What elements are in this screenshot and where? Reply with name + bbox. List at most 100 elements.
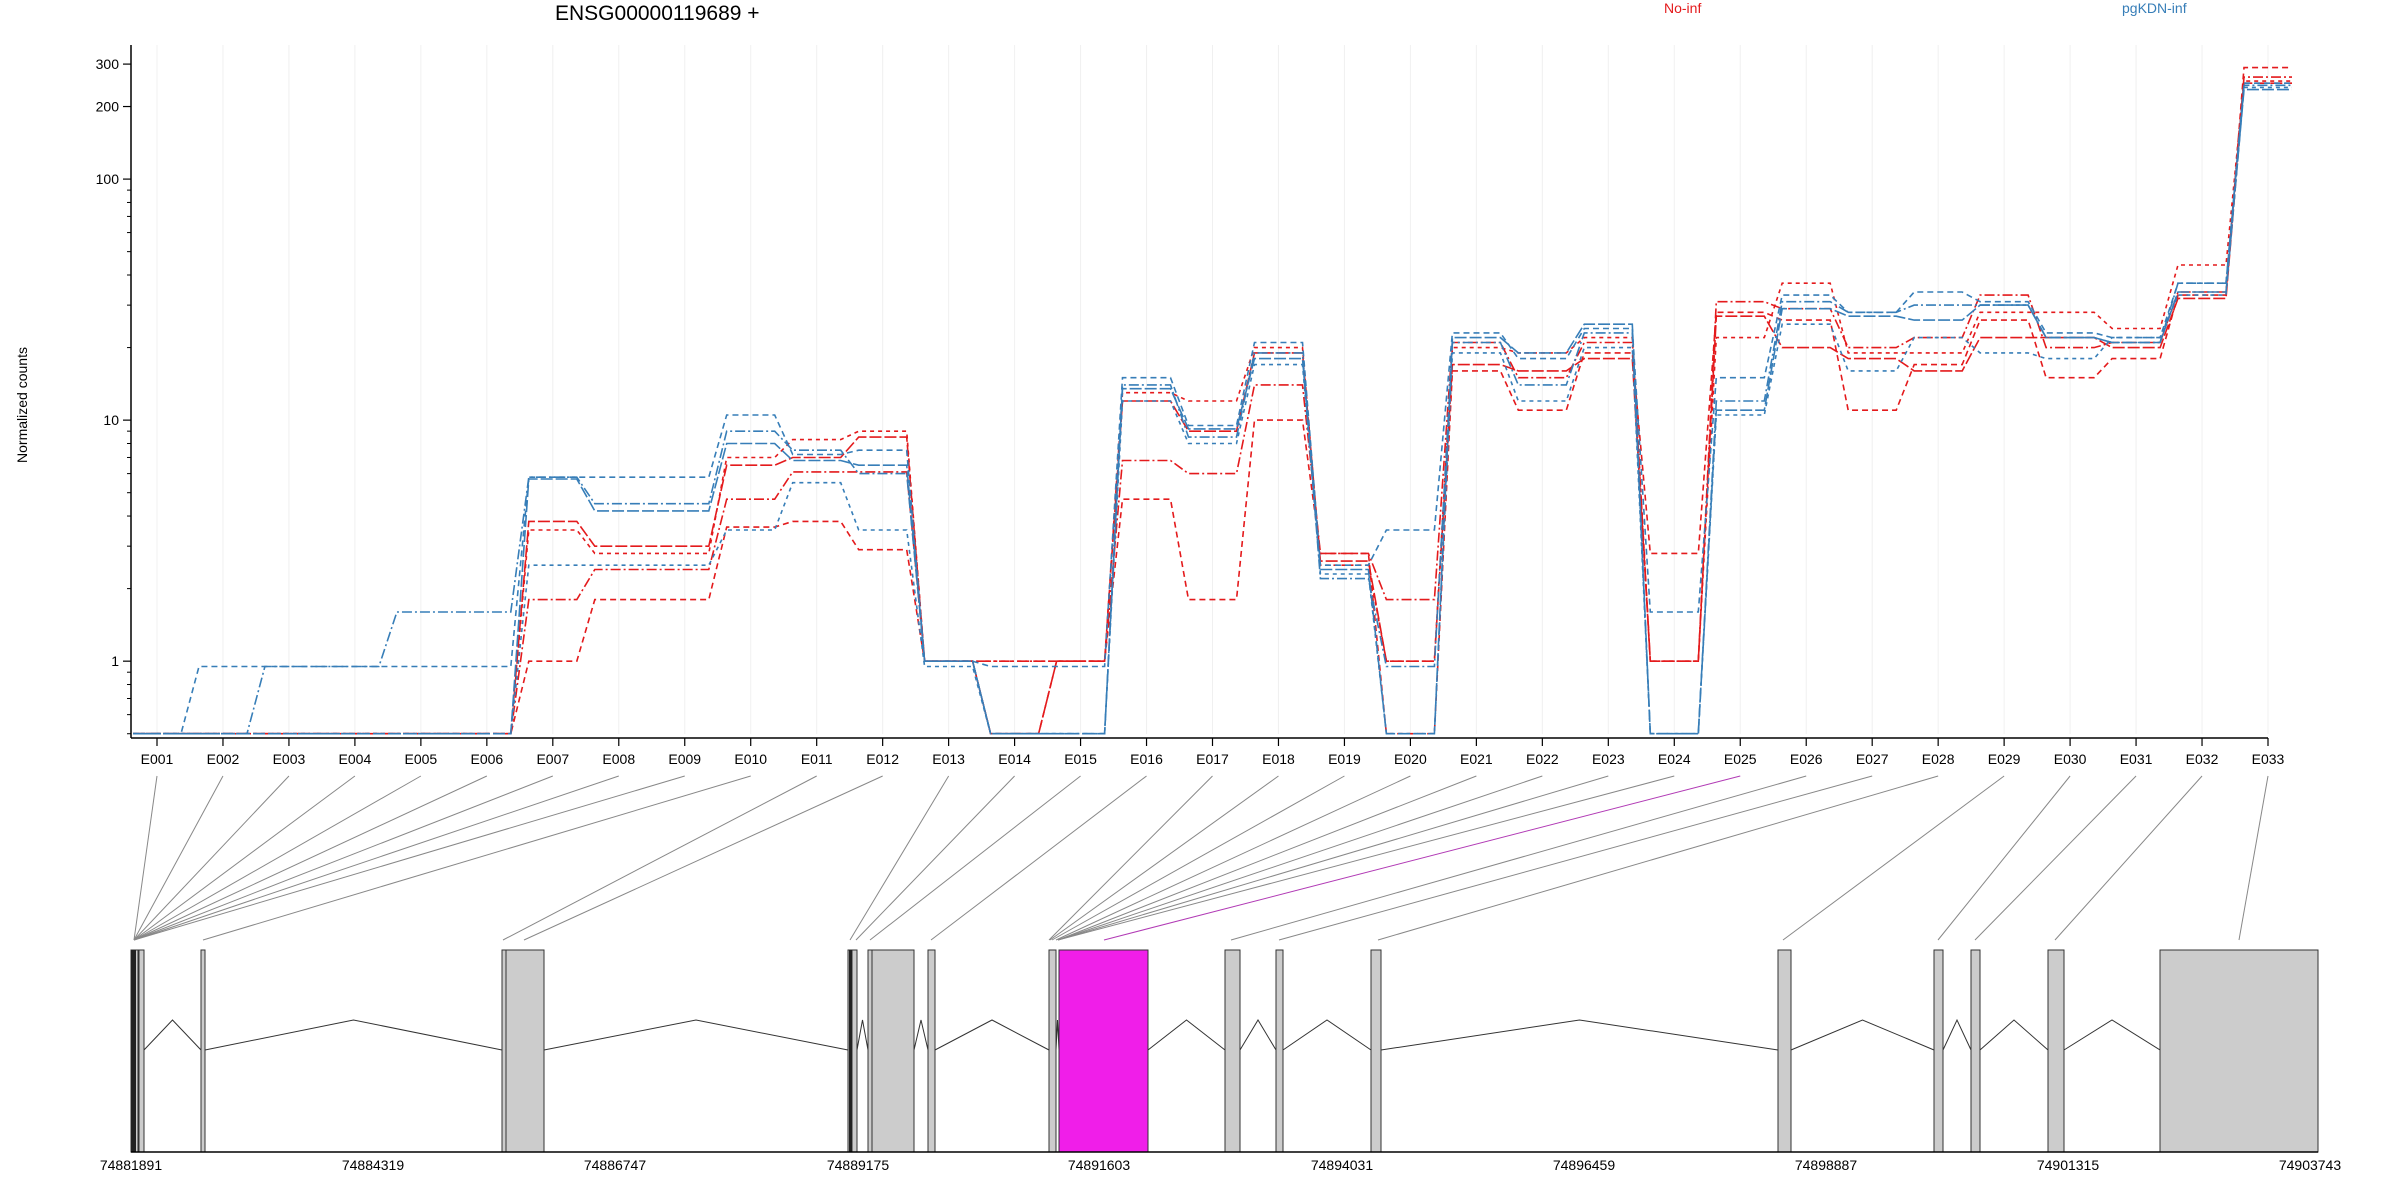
x-tick-label: E015	[1064, 751, 1097, 767]
connector-line	[1057, 775, 1543, 941]
x-tick-label: E003	[273, 751, 306, 767]
chart-title: ENSG00000119689 +	[555, 2, 760, 25]
x-tick-label: E024	[1658, 751, 1691, 767]
x-tick-label: E026	[1790, 751, 1823, 767]
connector-line	[1055, 775, 1411, 941]
connector-line	[133, 775, 685, 941]
connector-line-highlighted	[1103, 775, 1741, 941]
intron-line	[856, 1019, 869, 1051]
x-tick-label: E010	[734, 751, 767, 767]
connector-line	[1048, 775, 1213, 941]
connector-line	[2054, 775, 2203, 941]
exon-box	[927, 949, 936, 1153]
intron-line	[1239, 1019, 1277, 1051]
exon-box-highlighted	[1058, 949, 1149, 1153]
x-tick-label: E017	[1196, 751, 1229, 767]
connector-line	[1974, 775, 2137, 941]
connector-line	[133, 775, 224, 941]
y-tick-label: 1	[111, 653, 119, 669]
connector-line	[1278, 775, 1873, 941]
x-tick-label: E008	[602, 751, 635, 767]
connector-line	[133, 775, 488, 941]
genomic-coordinate-label: 74898887	[1795, 1157, 1858, 1173]
connector-line	[523, 775, 883, 941]
x-tick-label: E022	[1526, 751, 1559, 767]
exon-box	[867, 949, 873, 1153]
x-tick-label: E001	[141, 751, 174, 767]
connector-line	[2238, 775, 2269, 941]
connector-line	[855, 775, 1015, 941]
intron-line	[204, 1019, 503, 1051]
connector-line	[1937, 775, 2071, 941]
intron-line	[1942, 1018, 1972, 1051]
vertical-gridlines	[156, 45, 2269, 734]
connector-line	[202, 775, 751, 941]
connector-line	[1057, 775, 1675, 941]
connector-line	[1377, 775, 1939, 941]
y-tick-label: 100	[96, 171, 120, 187]
connector-line	[133, 775, 158, 941]
connector-line	[1782, 775, 2005, 941]
x-tick-label: E028	[1922, 751, 1955, 767]
genomic-coordinate-label: 74884319	[342, 1157, 405, 1173]
genomic-coordinate-label: 74886747	[584, 1157, 647, 1173]
connector-line	[1049, 775, 1279, 941]
x-tick-label: E018	[1262, 751, 1295, 767]
y-tick-label: 200	[96, 99, 120, 115]
x-tick-label: E007	[536, 751, 569, 767]
connector-line	[849, 775, 950, 941]
connector-line	[1051, 775, 1345, 941]
genomic-coordinate-label: 74901315	[2037, 1157, 2100, 1173]
x-tick-label: E020	[1394, 751, 1427, 767]
x-tick-label: E033	[2252, 751, 2285, 767]
exon-box	[1224, 949, 1241, 1153]
intron-line	[1282, 1019, 1372, 1051]
connector-line	[133, 775, 422, 941]
exon-box	[1370, 949, 1382, 1153]
exon-box	[501, 949, 507, 1153]
exon-box	[1777, 949, 1792, 1153]
genomic-coordinate-label: 74894031	[1311, 1157, 1374, 1173]
exon-connector-lines	[133, 775, 2269, 941]
connector-line	[133, 775, 290, 941]
series-line	[133, 82, 2292, 735]
exon-box	[1970, 949, 1981, 1153]
connector-line	[133, 775, 619, 941]
y-axis-label: Normalized counts	[14, 347, 30, 463]
intron-line	[934, 1019, 1050, 1051]
series-lines	[133, 66, 2292, 735]
x-tick-label: E011	[801, 751, 833, 767]
exon-box	[505, 949, 545, 1153]
genomic-coordinate-label: 74889175	[827, 1157, 890, 1173]
genomic-coordinate-label: 74896459	[1553, 1157, 1616, 1173]
x-tick-label: E021	[1460, 751, 1493, 767]
connector-line	[1057, 775, 1609, 941]
x-tick-label: E002	[207, 751, 240, 767]
connector-line	[133, 775, 553, 941]
intron-line	[913, 1019, 929, 1051]
y-axis: 1 10 100 200 300	[96, 45, 132, 738]
intron-line	[1147, 1019, 1226, 1051]
exon-box	[2047, 949, 2065, 1153]
x-tick-label: E005	[405, 751, 438, 767]
legend-label-no-inf: No-inf	[1664, 0, 1702, 16]
x-tick-label: E012	[866, 751, 899, 767]
x-axis: E001 E002 E003 E004 E005 E006 E007 E008 E009 E010…	[131, 737, 2285, 767]
connector-line	[1057, 775, 1477, 941]
exon-box	[871, 949, 915, 1153]
x-tick-label: E013	[932, 751, 965, 767]
intron-line	[143, 1019, 202, 1051]
exon-box	[200, 949, 206, 1153]
exon-box	[851, 949, 858, 1153]
series-line	[133, 88, 2292, 735]
y-tick-label: 10	[103, 412, 119, 428]
series-line	[133, 84, 2292, 735]
x-tick-label: E031	[2120, 751, 2153, 767]
intron-line	[543, 1019, 849, 1051]
genomic-coordinate-label: 74903743	[2279, 1157, 2342, 1173]
x-tick-label: E027	[1856, 751, 1889, 767]
exon-box	[138, 949, 145, 1153]
intron-line	[2063, 1019, 2161, 1051]
exon-box	[1275, 949, 1284, 1153]
x-tick-label: E029	[1988, 751, 2021, 767]
